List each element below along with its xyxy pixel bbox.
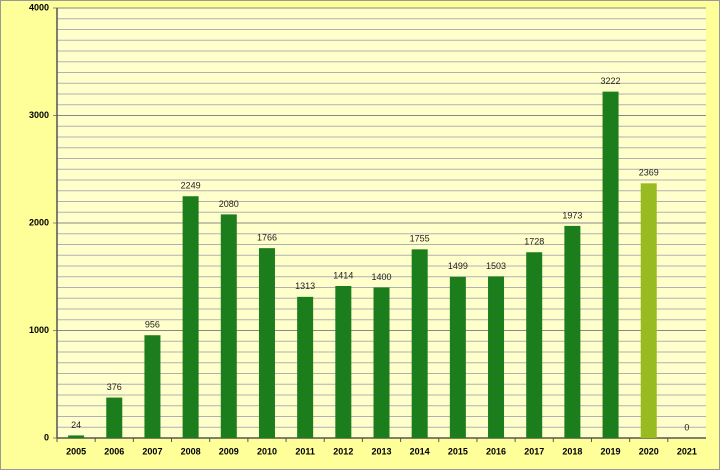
bar <box>220 214 237 438</box>
x-tick-label: 2014 <box>410 446 430 456</box>
value-label: 1499 <box>448 261 468 271</box>
bar <box>144 335 161 438</box>
bar <box>258 248 275 438</box>
x-tick-label: 2006 <box>104 446 124 456</box>
value-label: 1414 <box>333 270 353 280</box>
bar <box>297 296 314 438</box>
x-tick-label: 2012 <box>333 446 353 456</box>
x-tick-label: 2020 <box>639 446 659 456</box>
y-tick-label: 0 <box>44 432 49 442</box>
y-tick-label: 1000 <box>29 325 49 335</box>
value-label: 2080 <box>219 199 239 209</box>
value-label: 24 <box>71 420 81 430</box>
value-label: 1728 <box>524 237 544 247</box>
x-tick-label: 2021 <box>677 446 697 456</box>
x-tick-label: 2015 <box>448 446 468 456</box>
bar <box>411 249 428 438</box>
x-tick-label: 2008 <box>181 446 201 456</box>
x-tick-label: 2010 <box>257 446 277 456</box>
bar <box>335 285 352 438</box>
x-tick-label: 2011 <box>295 446 315 456</box>
x-tick-label: 2019 <box>601 446 621 456</box>
x-tick-label: 2018 <box>562 446 582 456</box>
value-label: 1313 <box>295 281 315 291</box>
x-tick-label: 2016 <box>486 446 506 456</box>
x-tick-label: 2017 <box>524 446 544 456</box>
value-label: 3222 <box>601 76 621 86</box>
value-label: 1400 <box>371 272 391 282</box>
bar <box>373 287 390 438</box>
bar <box>488 276 505 438</box>
x-tick-label: 2005 <box>66 446 86 456</box>
bar <box>106 397 123 438</box>
bar <box>564 225 581 438</box>
y-tick-label: 3000 <box>29 110 49 120</box>
value-label: 1973 <box>562 210 582 220</box>
bar <box>182 196 199 438</box>
y-tick-label: 2000 <box>29 217 49 227</box>
value-label: 956 <box>145 320 160 330</box>
value-label: 1503 <box>486 261 506 271</box>
bar <box>449 276 466 438</box>
value-label: 0 <box>684 422 689 432</box>
value-label: 2249 <box>181 181 201 191</box>
x-tick-label: 2013 <box>371 446 391 456</box>
bar <box>68 435 85 438</box>
value-label: 2369 <box>639 168 659 178</box>
x-tick-label: 2009 <box>219 446 239 456</box>
y-tick-label: 4000 <box>29 2 49 12</box>
bar <box>640 183 657 438</box>
value-label: 1766 <box>257 233 277 243</box>
value-label: 376 <box>107 382 122 392</box>
value-label: 1755 <box>410 234 430 244</box>
bar <box>602 91 619 438</box>
bar <box>526 252 543 438</box>
x-tick-label: 2007 <box>142 446 162 456</box>
